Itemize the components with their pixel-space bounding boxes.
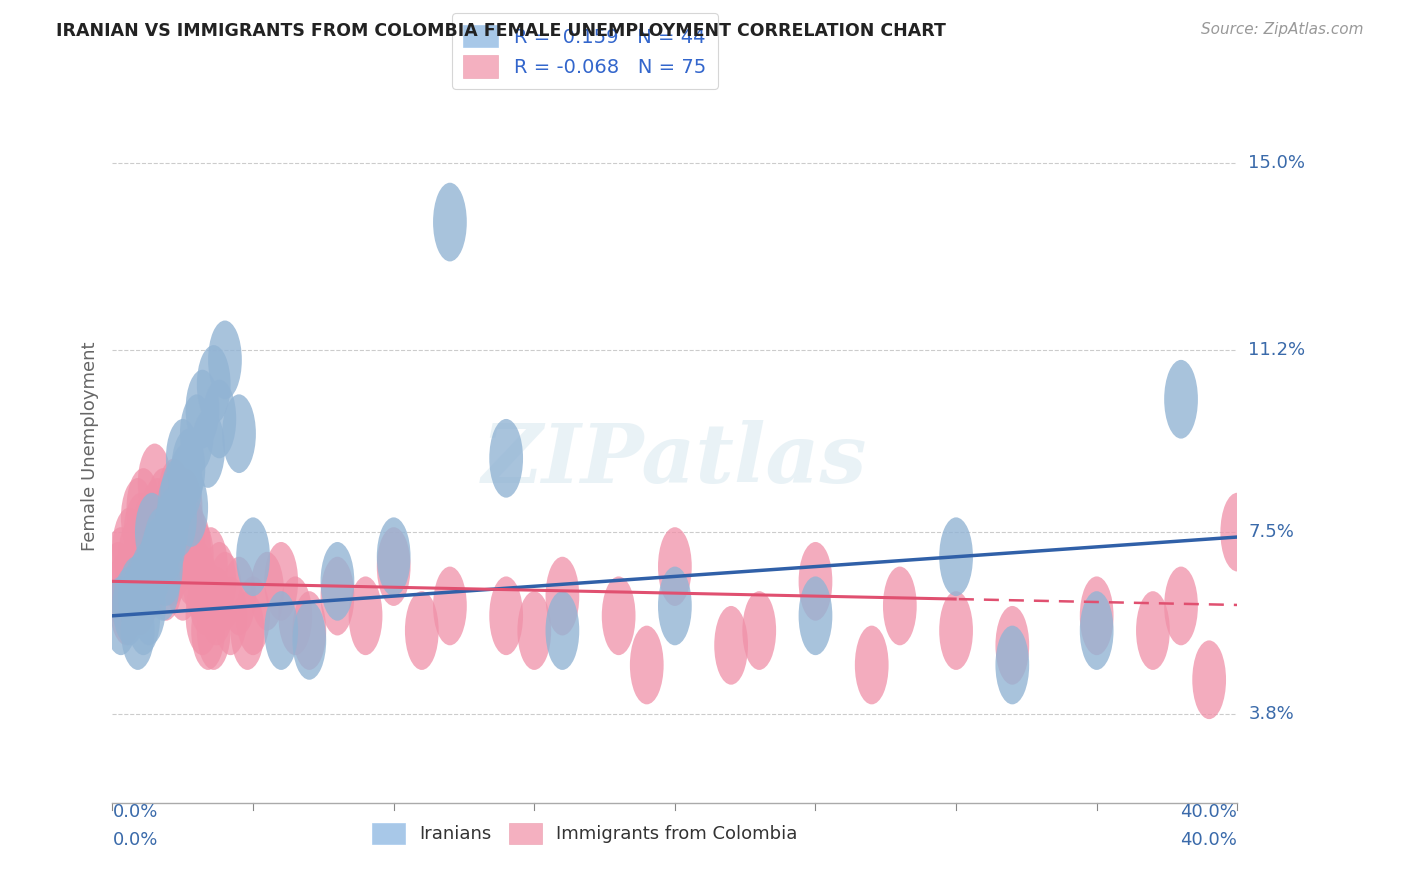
Y-axis label: Female Unemployment: Female Unemployment <box>80 342 98 550</box>
Text: IRANIAN VS IMMIGRANTS FROM COLOMBIA FEMALE UNEMPLOYMENT CORRELATION CHART: IRANIAN VS IMMIGRANTS FROM COLOMBIA FEMA… <box>56 22 946 40</box>
Text: 0.0%: 0.0% <box>112 831 157 849</box>
Text: 40.0%: 40.0% <box>1181 831 1237 849</box>
Text: 40.0%: 40.0% <box>1181 803 1237 821</box>
Text: 15.0%: 15.0% <box>1249 154 1305 172</box>
Text: 11.2%: 11.2% <box>1249 341 1306 359</box>
Text: 3.8%: 3.8% <box>1249 706 1294 723</box>
Text: Source: ZipAtlas.com: Source: ZipAtlas.com <box>1201 22 1364 37</box>
Legend: Iranians, Immigrants from Colombia: Iranians, Immigrants from Colombia <box>366 815 804 851</box>
Text: 0.0%: 0.0% <box>112 803 157 821</box>
Text: ZIPatlas: ZIPatlas <box>482 420 868 500</box>
Text: 7.5%: 7.5% <box>1249 523 1295 541</box>
